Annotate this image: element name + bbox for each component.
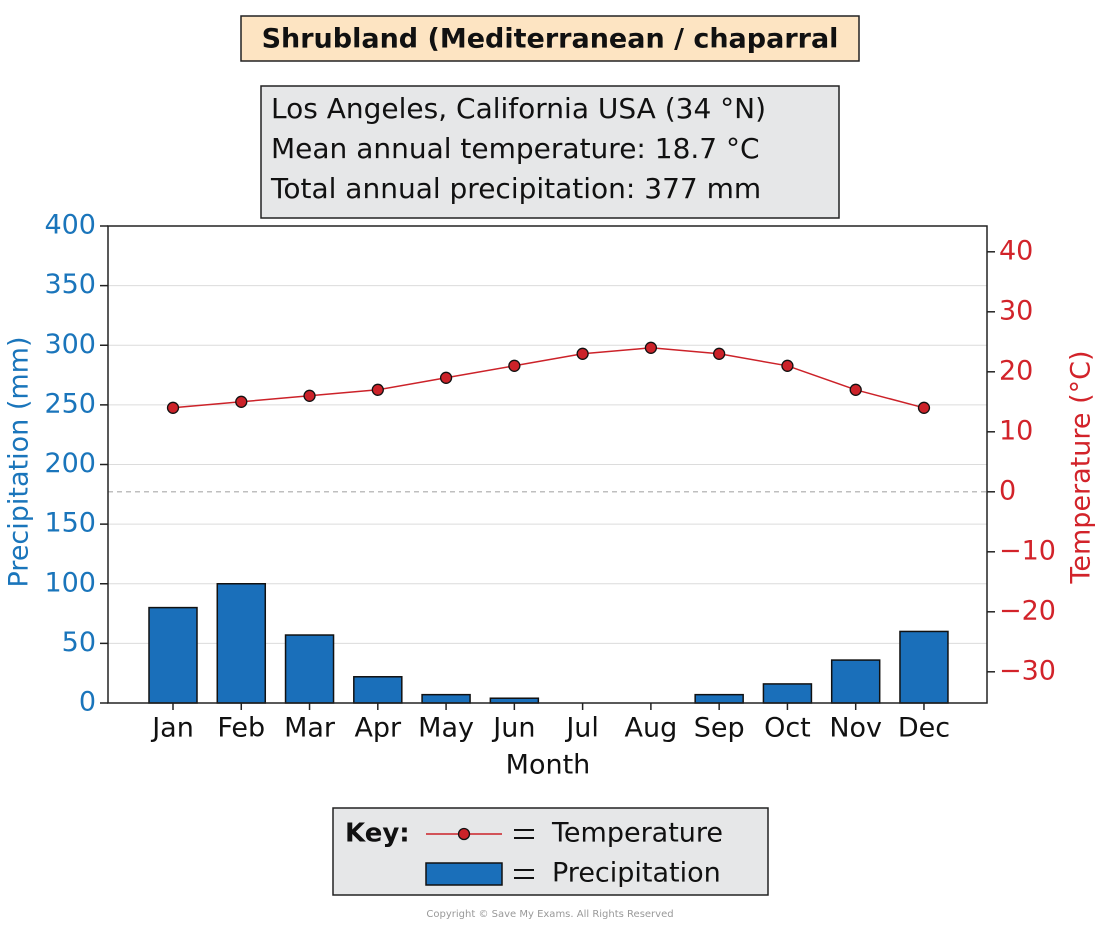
y-tick-label: 300 [44, 329, 96, 360]
x-tick-label: Nov [829, 713, 882, 744]
temperature-point [576, 347, 589, 360]
temperature-point [917, 401, 931, 414]
x-tick-label: Jul [564, 713, 599, 744]
x-axis-label: Month [506, 750, 591, 781]
plot-frame [107, 225, 988, 704]
y2-axis-label: Temperature (°C) [1066, 350, 1097, 584]
temperature-point [371, 383, 384, 396]
temperature-point [303, 389, 316, 402]
temperature-line [172, 347, 925, 409]
chart-title: Shrubland (Mediterranean / chaparral [262, 24, 839, 55]
temperature-point [849, 383, 862, 396]
x-tick-label: Jan [150, 713, 194, 744]
x-tick-label: Dec [898, 713, 950, 744]
copyright: Copyright © Save My Exams. All Rights Re… [426, 909, 673, 920]
x-tick-label: Mar [284, 713, 336, 744]
x-tick-label: Feb [217, 713, 265, 744]
bar [421, 693, 471, 704]
y2-tick-label: 10 [999, 415, 1033, 446]
legend-label: Precipitation [552, 858, 721, 889]
y-tick-label: 100 [44, 567, 96, 598]
temperature-point [781, 359, 794, 372]
bar [353, 676, 403, 704]
x-tick-label: Apr [354, 713, 402, 744]
title-box [240, 15, 860, 62]
temperature-point [235, 395, 248, 408]
temperature-point [713, 347, 726, 360]
bar [830, 659, 881, 704]
bar [284, 634, 335, 704]
temperature-point [508, 359, 521, 372]
temperature-point [166, 401, 180, 414]
y2-tick-label: −30 [999, 655, 1056, 686]
legend-marker [457, 827, 471, 841]
x-tick-label: Sep [694, 713, 745, 744]
info-line: Total annual precipitation: 377 mm [270, 172, 761, 205]
y-tick-label: 200 [44, 448, 96, 479]
bar [899, 630, 949, 704]
y2-tick-label: 20 [999, 355, 1033, 386]
y-tick-label: 150 [44, 508, 96, 539]
y2-tick-label: −20 [999, 595, 1056, 626]
y-tick-label: 0 [79, 687, 96, 718]
info-box [260, 85, 840, 219]
y-tick-label: 50 [62, 627, 96, 658]
legend-title: Key: [345, 819, 410, 849]
temperature-point [644, 341, 658, 354]
info-line: Mean annual temperature: 18.7 °C [271, 132, 760, 165]
bar [148, 606, 198, 704]
legend-box [332, 807, 769, 896]
bar [216, 583, 267, 704]
y-tick-label: 250 [44, 388, 96, 419]
x-tick-label: Jun [491, 713, 535, 744]
legend-label: Temperature [551, 818, 723, 849]
y-tick-label: 400 [44, 210, 96, 241]
y-axis-label: Precipitation (mm) [4, 336, 35, 587]
bar [694, 693, 744, 704]
y2-tick-label: 40 [999, 235, 1033, 266]
bar [762, 683, 813, 704]
legend-swatch [425, 862, 503, 886]
y2-tick-label: −10 [999, 535, 1056, 566]
y2-tick-label: 30 [999, 295, 1033, 326]
x-tick-label: Oct [764, 713, 811, 744]
x-tick-label: Aug [625, 713, 678, 744]
x-tick-label: May [418, 713, 474, 744]
temperature-point [439, 371, 453, 384]
info-line: Los Angeles, California USA (34 °N) [271, 92, 766, 125]
y2-tick-label: 0 [999, 475, 1016, 506]
y-tick-label: 350 [44, 269, 96, 300]
